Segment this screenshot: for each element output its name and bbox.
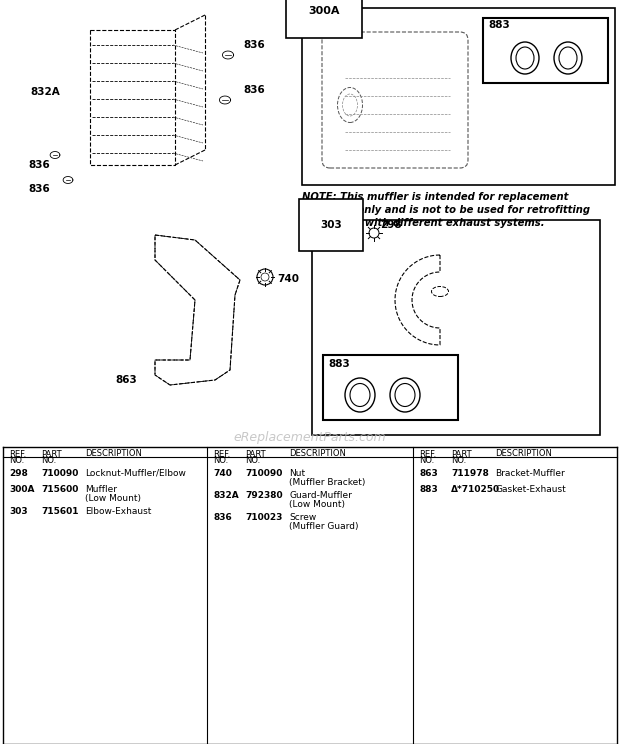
Ellipse shape <box>511 42 539 74</box>
Text: 715600: 715600 <box>41 485 78 494</box>
Text: NO.: NO. <box>245 456 260 465</box>
Text: 740: 740 <box>213 469 232 478</box>
Bar <box>312 220 600 435</box>
Ellipse shape <box>432 286 448 297</box>
Text: 303: 303 <box>9 507 28 516</box>
Ellipse shape <box>345 378 375 412</box>
Text: Guard-Muffler: Guard-Muffler <box>289 491 352 500</box>
Circle shape <box>257 269 273 285</box>
Text: 832A: 832A <box>213 491 239 500</box>
Text: Elbow-Exhaust: Elbow-Exhaust <box>85 507 151 516</box>
Bar <box>323 355 458 420</box>
Text: DESCRIPTION: DESCRIPTION <box>85 449 142 458</box>
Text: REF.: REF. <box>213 450 230 459</box>
Text: NO.: NO. <box>213 456 228 465</box>
Ellipse shape <box>395 383 415 406</box>
Ellipse shape <box>350 383 370 406</box>
Text: 300A: 300A <box>9 485 35 494</box>
Text: 303: 303 <box>320 220 342 230</box>
Text: 836: 836 <box>28 160 50 170</box>
Ellipse shape <box>337 88 363 123</box>
Text: 715601: 715601 <box>41 507 79 516</box>
Text: 710023: 710023 <box>245 513 282 522</box>
Ellipse shape <box>390 378 420 412</box>
Text: 298: 298 <box>380 220 402 230</box>
Text: (Low Mount): (Low Mount) <box>289 500 345 509</box>
Text: 883: 883 <box>488 20 510 30</box>
Text: REF.: REF. <box>419 450 436 459</box>
Text: 710090: 710090 <box>245 469 282 478</box>
Text: 740: 740 <box>277 274 299 284</box>
Text: NO.: NO. <box>451 456 466 465</box>
FancyBboxPatch shape <box>322 32 468 168</box>
Text: PART: PART <box>245 450 265 459</box>
Text: REF.: REF. <box>9 450 26 459</box>
Ellipse shape <box>559 47 577 69</box>
Text: PART: PART <box>41 450 61 459</box>
Text: 883: 883 <box>328 359 350 369</box>
Text: 863: 863 <box>115 375 137 385</box>
Text: 710090: 710090 <box>41 469 78 478</box>
Text: (Muffler Bracket): (Muffler Bracket) <box>289 478 365 487</box>
Text: 836: 836 <box>213 513 232 522</box>
Text: NOTE: This muffler is intended for replacement
purposes only and is not to be us: NOTE: This muffler is intended for repla… <box>302 192 590 228</box>
Text: NO.: NO. <box>419 456 434 465</box>
Ellipse shape <box>554 42 582 74</box>
Ellipse shape <box>342 94 358 116</box>
Text: 836: 836 <box>243 40 265 50</box>
Text: 832A: 832A <box>30 87 60 97</box>
Text: 711978: 711978 <box>451 469 489 478</box>
Text: DESCRIPTION: DESCRIPTION <box>289 449 346 458</box>
Text: Gasket-Exhaust: Gasket-Exhaust <box>495 485 565 494</box>
Text: Screw: Screw <box>289 513 316 522</box>
Bar <box>302 8 615 185</box>
Text: (Muffler Guard): (Muffler Guard) <box>289 522 358 531</box>
Text: NO.: NO. <box>9 456 24 465</box>
Text: PART: PART <box>451 450 472 459</box>
Bar <box>483 18 608 83</box>
Ellipse shape <box>516 47 534 69</box>
Text: 298: 298 <box>9 469 28 478</box>
Text: DESCRIPTION: DESCRIPTION <box>495 449 552 458</box>
Text: Δ*710250: Δ*710250 <box>451 485 500 494</box>
Text: Nut: Nut <box>289 469 305 478</box>
Text: 792380: 792380 <box>245 491 283 500</box>
Text: 300A: 300A <box>308 6 340 16</box>
Text: 836: 836 <box>243 85 265 95</box>
Text: Bracket-Muffler: Bracket-Muffler <box>495 469 565 478</box>
Text: 836: 836 <box>28 184 50 194</box>
Text: 883: 883 <box>419 485 438 494</box>
Circle shape <box>261 273 269 281</box>
Text: Muffler: Muffler <box>85 485 117 494</box>
Circle shape <box>369 228 379 238</box>
Polygon shape <box>155 235 240 385</box>
Text: 863: 863 <box>419 469 438 478</box>
Text: eReplacementParts.com: eReplacementParts.com <box>234 432 386 444</box>
Text: (Low Mount): (Low Mount) <box>85 494 141 503</box>
Text: Locknut-Muffler/Elbow: Locknut-Muffler/Elbow <box>85 469 186 478</box>
Text: NO.: NO. <box>41 456 56 465</box>
